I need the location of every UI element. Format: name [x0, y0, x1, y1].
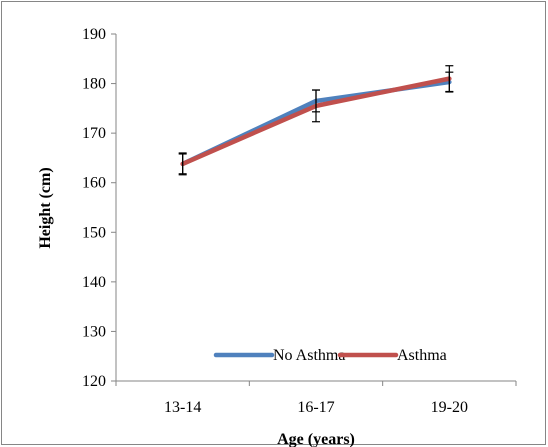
x-tick-label: 13-14	[164, 399, 201, 416]
y-axis-title: Height (cm)	[37, 167, 54, 248]
x-axis: 13-14 16-17 19-20	[115, 380, 517, 416]
x-axis-title: Age (years)	[277, 431, 355, 447]
y-tick-label: 130	[82, 323, 106, 340]
x-tick-label: 19-20	[431, 399, 468, 416]
y-tick-label: 140	[82, 274, 106, 291]
y-tick-label: 180	[82, 76, 106, 93]
legend-label: No Asthma	[273, 347, 345, 364]
y-tick-label: 190	[82, 26, 106, 43]
y-tick-label: 120	[82, 373, 106, 390]
error-bars	[178, 65, 454, 176]
y-tick-label: 150	[82, 224, 106, 241]
y-tick-label: 160	[82, 175, 106, 192]
legend: No Asthma Asthma	[213, 347, 447, 364]
y-tick-label: 170	[82, 125, 106, 142]
x-tick-label: 16-17	[297, 399, 334, 416]
y-axis: 120 130 140 150 160 170 180 190	[82, 26, 117, 390]
legend-label: Asthma	[397, 347, 447, 364]
